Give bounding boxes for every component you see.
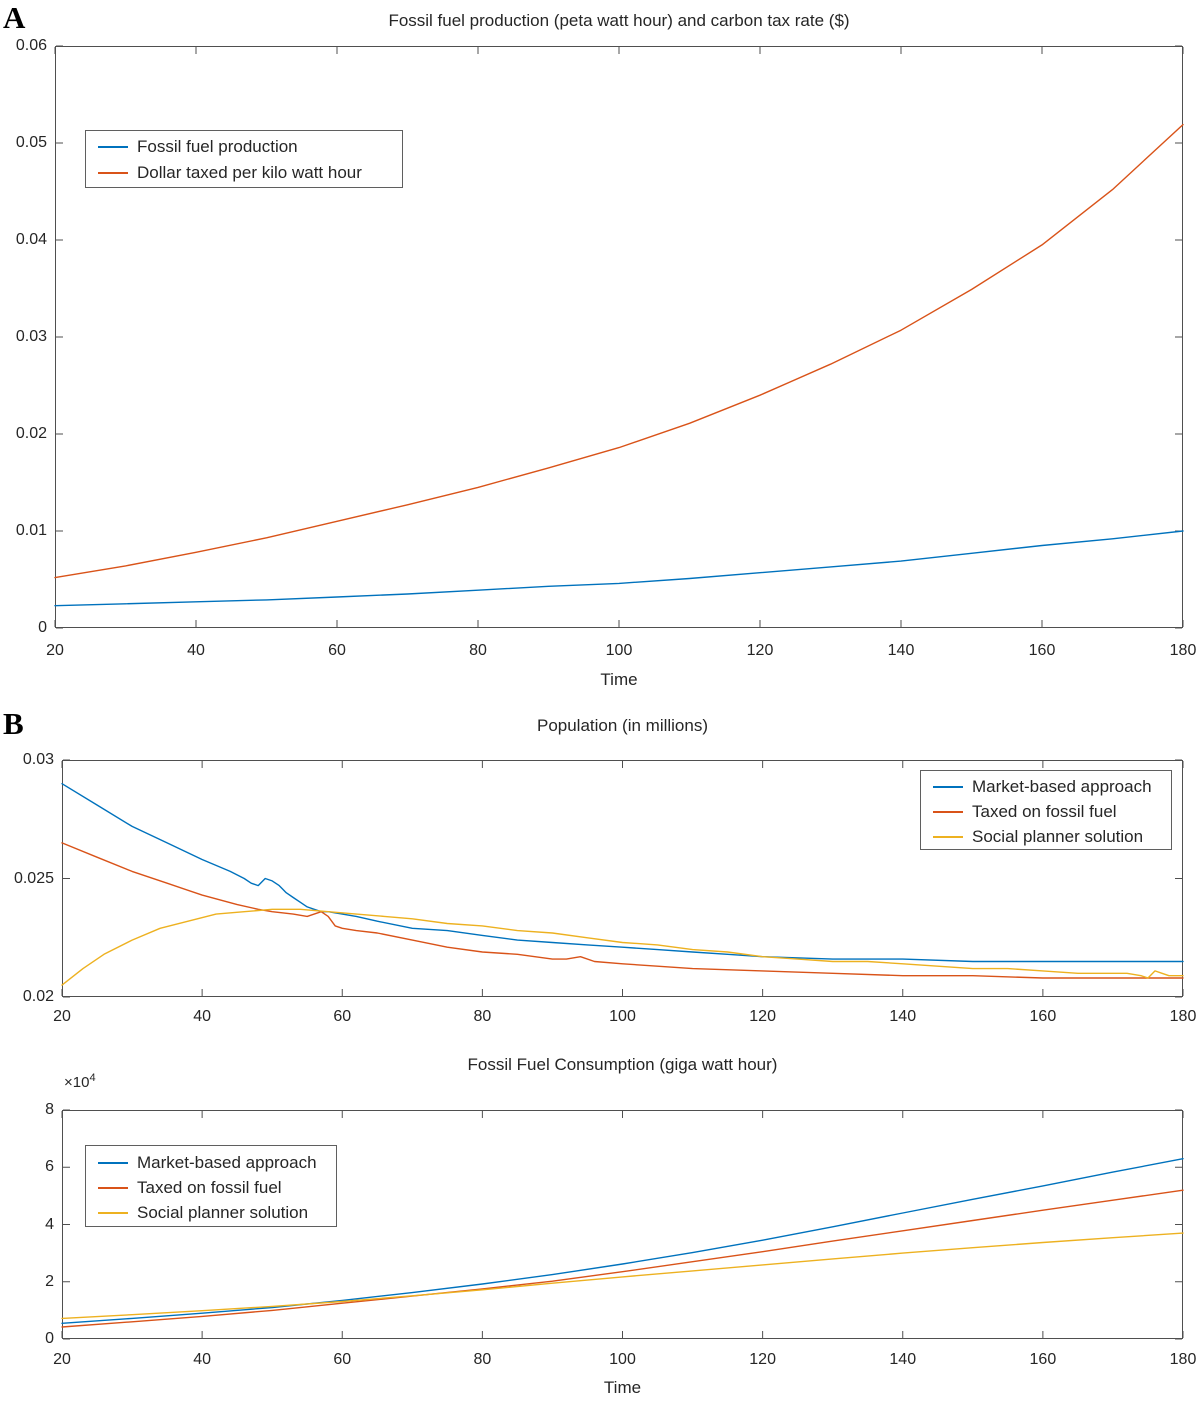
legend: Fossil fuel production Dollar taxed per k… (85, 130, 403, 188)
legend-entry: Market-based approach (921, 774, 1171, 799)
legend-line-swatch (933, 785, 963, 788)
x-tick-label: 20 (53, 1008, 71, 1025)
y-tick-label: 0.03 (22, 751, 54, 768)
x-tick-label: 40 (187, 642, 205, 659)
legend-entry: Taxed on fossil fuel (86, 1175, 336, 1200)
y-tick-label: 2 (45, 1272, 54, 1290)
x-tick-label: 100 (609, 1008, 636, 1025)
series-line-social-planner-solution (61, 908, 1184, 986)
x-tick-label: 20 (53, 1351, 71, 1368)
plot-border (62, 1110, 1183, 1339)
multiplier-base: ×10 (64, 1074, 90, 1091)
series-line-taxed-on-fossil-fuel (61, 842, 1184, 979)
y-tick-label: 0.01 (15, 522, 47, 539)
chart-a-time-axis-label: Time (600, 670, 638, 689)
x-tick-label: 80 (469, 642, 487, 659)
panel-label-a: A (3, 0, 26, 35)
x-tick-label: 180 (1169, 1008, 1197, 1025)
x-tick-label: 60 (333, 1008, 352, 1025)
plot-area (61, 1109, 1184, 1340)
legend-entry: Market-based approach (86, 1150, 336, 1175)
x-tick-label: 100 (609, 1351, 636, 1368)
x-tick-label: 40 (193, 1351, 212, 1368)
legend-entry-label: Dollar taxed per kilo watt hour (137, 163, 362, 182)
series-line-social-planner-solution (61, 1232, 1184, 1320)
x-tick-label: 60 (333, 1351, 352, 1368)
x-tick-label: 140 (887, 642, 915, 659)
legend-line-swatch (98, 1186, 128, 1189)
population-chart-title: Population (in millions) (536, 716, 709, 735)
legend-entry-label: Social planner solution (972, 826, 1144, 846)
legend-entry-label: Taxed on fossil fuel (972, 801, 1117, 821)
x-tick-label: 160 (1028, 642, 1056, 659)
y-tick-label: 0 (38, 619, 47, 636)
x-tick-label: 120 (746, 642, 774, 659)
legend-entry-label: Fossil fuel production (137, 137, 298, 156)
legend-line-swatch (98, 1211, 128, 1214)
legend-line-swatch (933, 810, 963, 813)
multiplier-exponent: 4 (89, 1072, 96, 1084)
y-tick-label: 8 (45, 1101, 54, 1118)
plot-area (54, 45, 1184, 629)
panel-label-b: B (3, 706, 24, 741)
legend-entry: Taxed on fossil fuel (921, 799, 1171, 824)
x-tick-label: 80 (473, 1351, 492, 1368)
x-tick-label: 40 (193, 1008, 212, 1025)
x-tick-label: 160 (1029, 1351, 1057, 1368)
x-tick-label: 140 (889, 1008, 917, 1025)
legend-entry: Dollar taxed per kilo watt hour (86, 160, 402, 186)
x-tick-label: 80 (473, 1008, 492, 1025)
plot-area (61, 759, 1184, 998)
x-tick-label: 180 (1169, 1351, 1197, 1368)
y-tick-label: 0.03 (15, 328, 47, 345)
plot-border (55, 46, 1183, 628)
series-line-dollar-taxed-per-kilo-watt-hour (54, 123, 1184, 579)
y-tick-label: 4 (45, 1215, 54, 1233)
y-tick-label: 0.04 (15, 231, 47, 248)
series-line-market-based-approach (61, 1158, 1184, 1325)
legend-line-swatch (933, 835, 963, 838)
x-tick-label: 60 (328, 642, 346, 659)
series-line-fossil-fuel-production (54, 530, 1184, 607)
plot-border (62, 760, 1183, 997)
x-tick-label: 180 (1169, 642, 1197, 659)
y-tick-label: 0.02 (22, 988, 54, 1005)
x-tick-label: 20 (46, 642, 64, 659)
legend-entry: Social planner solution (86, 1200, 336, 1225)
x-tick-label: 140 (889, 1351, 917, 1368)
y-tick-label: 0.025 (13, 869, 54, 887)
legend-entry-label: Market-based approach (137, 1152, 317, 1172)
legend-line-swatch (98, 1161, 128, 1164)
y-tick-label: 0 (45, 1330, 54, 1347)
legend-entry-label: Social planner solution (137, 1202, 309, 1222)
legend-line-swatch (98, 172, 128, 174)
series-line-taxed-on-fossil-fuel (61, 1189, 1184, 1328)
legend: Market-based approach Taxed on fossil fue… (920, 770, 1172, 850)
series-line-market-based-approach (61, 783, 1184, 963)
x-tick-label: 100 (605, 642, 633, 659)
legend-entry-label: Market-based approach (972, 776, 1152, 796)
legend-entry-label: Taxed on fossil fuel (137, 1177, 282, 1197)
legend: Market-based approach Taxed on fossil fue… (85, 1145, 337, 1227)
legend-entry: Social planner solution (921, 824, 1171, 849)
x-tick-label: 160 (1029, 1008, 1057, 1025)
y-tick-label: 0.06 (15, 37, 47, 54)
legend-entry: Fossil fuel production (86, 134, 402, 160)
consumption-chart-title: Fossil Fuel Consumption (giga watt hour) (467, 1055, 778, 1074)
y-tick-label: 6 (45, 1158, 54, 1176)
consumption-time-axis-label: Time (603, 1378, 642, 1397)
x-tick-label: 120 (749, 1008, 776, 1025)
y-axis-multiplier: ×104 (64, 1072, 96, 1091)
x-tick-label: 120 (749, 1351, 776, 1368)
y-tick-label: 0.05 (15, 134, 47, 151)
y-tick-label: 0.02 (15, 425, 47, 442)
chart-a-title: Fossil fuel production (peta watt hour) … (388, 11, 850, 30)
legend-line-swatch (98, 146, 128, 148)
